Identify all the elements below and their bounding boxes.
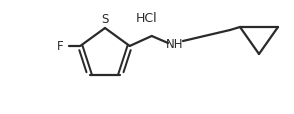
Text: F: F — [57, 40, 64, 53]
Text: NH: NH — [166, 38, 184, 51]
Text: HCl: HCl — [136, 12, 158, 25]
Text: S: S — [101, 13, 109, 26]
